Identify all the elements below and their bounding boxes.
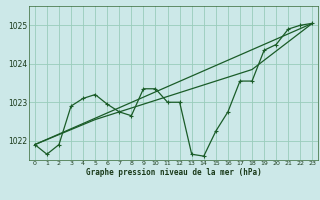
X-axis label: Graphe pression niveau de la mer (hPa): Graphe pression niveau de la mer (hPa) [86,168,261,177]
